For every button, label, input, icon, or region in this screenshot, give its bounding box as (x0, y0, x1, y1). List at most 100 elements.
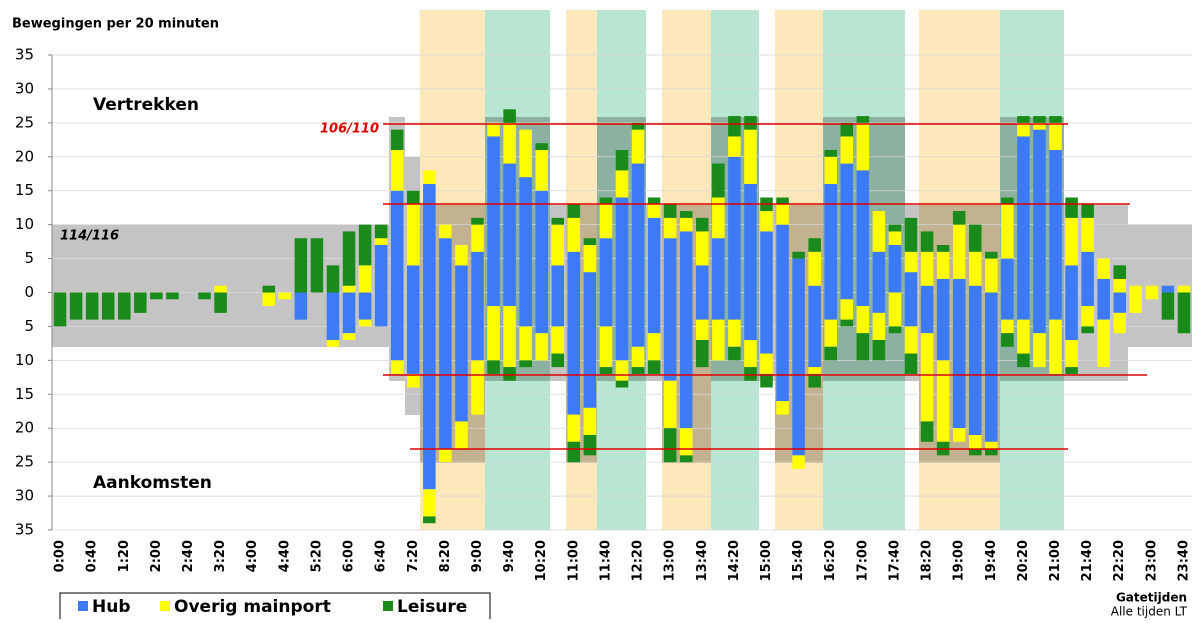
bar (712, 319, 725, 361)
bar (888, 245, 902, 293)
bar (696, 340, 709, 368)
bar (262, 292, 276, 307)
bar (326, 292, 340, 340)
bar (487, 122, 500, 137)
bar (1081, 306, 1094, 327)
bar (455, 421, 468, 449)
bar (1049, 122, 1062, 150)
bar (423, 489, 436, 517)
bar (551, 265, 565, 293)
bar (760, 231, 773, 293)
bar (968, 224, 982, 252)
bar (214, 285, 227, 293)
x-tick-label: 20:20 (1016, 540, 1031, 581)
bar (567, 441, 581, 463)
bar (599, 292, 613, 327)
bar (1033, 292, 1046, 334)
bar (856, 170, 870, 293)
bar (407, 373, 420, 388)
bar (728, 292, 741, 320)
bar (374, 292, 388, 327)
bar (358, 265, 372, 293)
bar (1049, 319, 1062, 374)
bar (134, 292, 147, 313)
bar (567, 217, 581, 252)
bar (824, 319, 837, 347)
bar (760, 353, 773, 374)
bar (1113, 265, 1127, 279)
bar (551, 326, 565, 354)
bar (904, 272, 918, 293)
bar (471, 251, 484, 293)
bar (1081, 326, 1094, 334)
y-tick-label: 30 (15, 487, 34, 505)
x-tick-label: 23:40 (1176, 540, 1191, 581)
x-tick-label: 1:20 (117, 540, 132, 572)
bar (776, 401, 789, 415)
bar (583, 435, 597, 456)
y-tick-label: 20 (15, 147, 34, 165)
bar (985, 251, 998, 259)
bar (872, 251, 886, 293)
bar (631, 122, 645, 130)
y-tick-label: 20 (15, 419, 34, 437)
bar (1001, 333, 1014, 347)
bar (1145, 285, 1159, 293)
bar (776, 224, 789, 293)
y-tick-label: 5 (24, 317, 34, 335)
bar (294, 292, 308, 320)
bar (1065, 340, 1078, 368)
bar (631, 129, 645, 164)
bar (1145, 292, 1159, 300)
bar (1161, 285, 1175, 293)
bar (519, 129, 532, 178)
bar (1017, 319, 1030, 354)
x-tick-label: 11:00 (566, 540, 581, 581)
bar (696, 292, 709, 320)
bar (1113, 312, 1127, 334)
bar (1097, 292, 1110, 320)
bar (1065, 197, 1078, 218)
bar (1017, 116, 1030, 123)
bar (1065, 292, 1078, 340)
bar (696, 217, 709, 232)
x-tick-label: 2:00 (149, 540, 164, 572)
bar (1161, 292, 1175, 320)
bar (744, 367, 757, 381)
bar (679, 455, 693, 463)
legend-label: Hub (92, 597, 131, 617)
x-tick-label: 18:20 (920, 540, 935, 581)
bar (423, 516, 436, 524)
bar (968, 292, 982, 435)
x-tick-label: 0:40 (85, 540, 100, 572)
bar (792, 292, 805, 456)
bar (1001, 292, 1014, 320)
bar (631, 367, 645, 374)
bar (952, 278, 966, 293)
bar (856, 116, 870, 123)
bar (1081, 204, 1094, 218)
bar (423, 183, 436, 293)
bar (342, 292, 356, 334)
legend-swatch (78, 601, 88, 611)
y-tick-label: 35 (15, 46, 34, 64)
x-tick-label: 6:40 (374, 540, 389, 572)
bar (326, 340, 340, 347)
bar (1097, 319, 1110, 368)
bar (390, 360, 404, 374)
bar (407, 204, 420, 266)
bar (519, 292, 532, 327)
bar (439, 238, 452, 293)
x-tick-label: 22:20 (1112, 540, 1127, 581)
bar (407, 265, 420, 293)
bar (808, 238, 821, 252)
bar (856, 122, 870, 171)
bar (985, 258, 998, 293)
bar (519, 360, 532, 368)
bar (471, 292, 484, 361)
bar (423, 170, 436, 184)
y-tick-label: 0 (24, 283, 34, 301)
x-tick-label: 8:20 (438, 540, 453, 572)
x-axis-title: Gatetijden (1116, 591, 1187, 605)
